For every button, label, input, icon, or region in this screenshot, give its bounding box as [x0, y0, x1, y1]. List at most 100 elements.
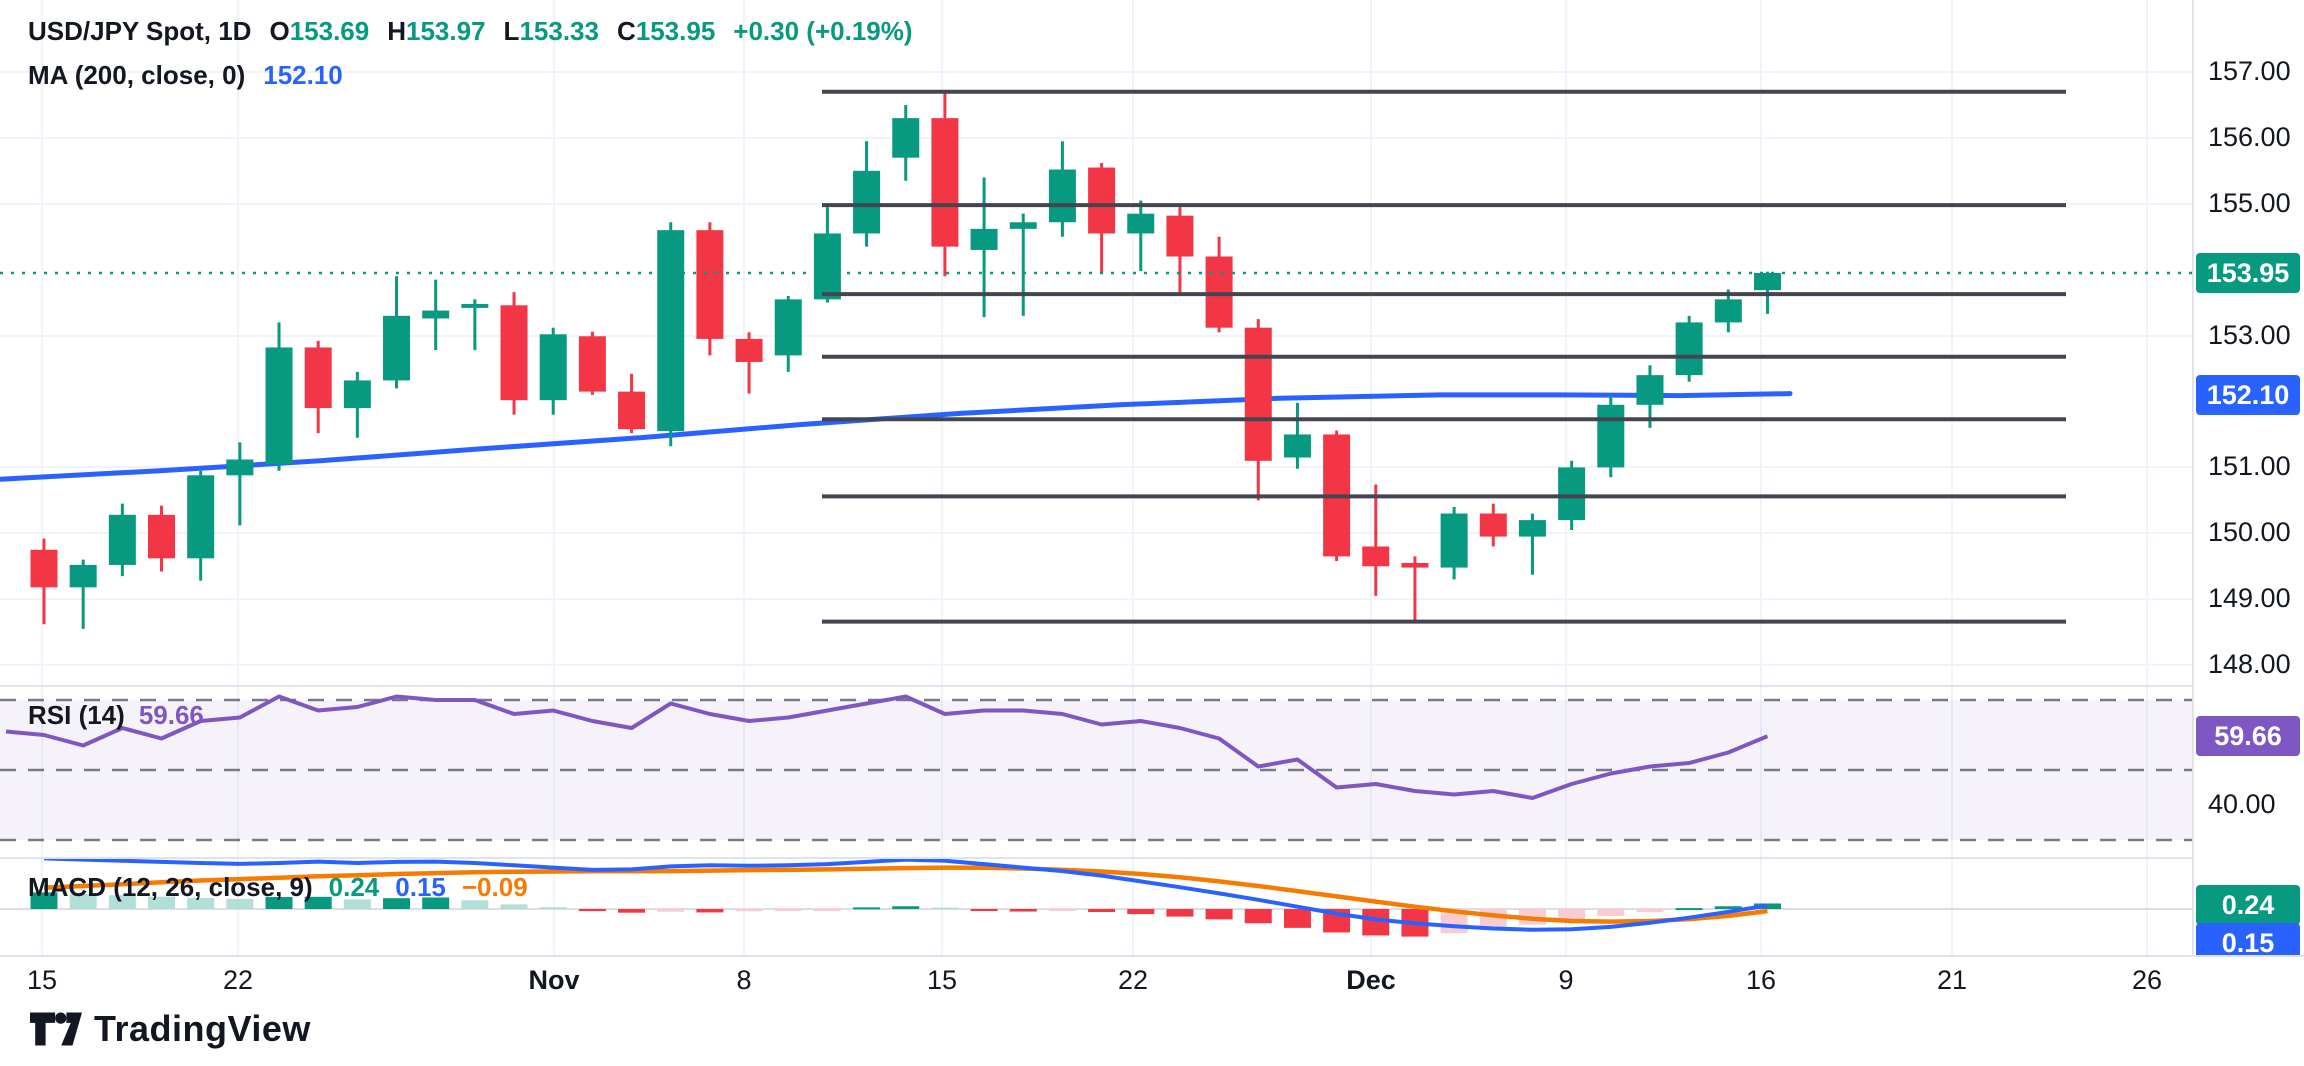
candle-body [500, 305, 528, 401]
candle-body [696, 230, 724, 339]
macd-legend-title: MACD (12, 26, close, 9) [28, 872, 313, 902]
candle-body [1401, 562, 1429, 568]
time-axis-label: 8 [736, 965, 752, 995]
macd-histogram-bar [500, 904, 528, 909]
macd-histogram-bar [853, 907, 881, 910]
rsi-line [5, 694, 1769, 800]
rsi-axis-label: 40.00 [2208, 789, 2276, 819]
macd-line [43, 858, 1768, 932]
macd-histogram-bar [1244, 909, 1272, 924]
macd-histogram-bar [383, 898, 411, 909]
macd-histogram-bar [539, 907, 567, 910]
close-value: C153.95 [616, 16, 716, 46]
candle-body [735, 338, 763, 362]
price-axis-label: 156.00 [2208, 122, 2291, 152]
price-axis-label: 155.00 [2208, 188, 2291, 218]
low-value: L153.33 [503, 16, 599, 46]
macd-histogram-bar [892, 906, 920, 909]
pane-separator-macd[interactable] [0, 857, 2304, 859]
macd-histogram-bar [265, 897, 293, 909]
macd-histogram-bar [108, 895, 136, 909]
ma-legend: MA (200, close, 0) 152.10 [28, 60, 343, 91]
candle-body [69, 564, 97, 588]
macd-histogram-bar [813, 909, 841, 911]
ma-legend-value: 152.10 [263, 60, 343, 90]
candle-body [1283, 434, 1311, 458]
time-axis-label: 21 [1936, 965, 1968, 995]
high-value: H153.97 [387, 16, 486, 46]
macd-histogram-bar [226, 898, 254, 909]
tradingview-logo-text: TradingView [94, 1008, 311, 1049]
price-pane-chart[interactable] [0, 0, 2192, 686]
candle-body [578, 336, 606, 392]
tradingview-logo-icon [30, 1012, 82, 1046]
candle-body [1166, 215, 1194, 257]
macd-histogram-bar [30, 892, 58, 909]
candle-body [1597, 404, 1625, 468]
rsi-legend-value: 59.66 [138, 700, 204, 730]
macd-histogram-bar [1127, 909, 1155, 915]
macd-histogram-bar [1675, 908, 1703, 911]
change-value: +0.30 (+0.19%) [733, 16, 913, 46]
price-pane-grid [0, 0, 2192, 686]
ma-legend-title: MA (200, close, 0) [28, 60, 246, 90]
time-axis-label: Dec [1346, 965, 1396, 995]
price-axis-label: 148.00 [2208, 649, 2291, 679]
candle-body [304, 347, 332, 409]
candle-body [108, 514, 136, 565]
macd-histogram-bar [1009, 909, 1037, 912]
time-axis-label: 22 [222, 965, 254, 995]
candle-body [1714, 299, 1742, 323]
price-axis-label: 151.00 [2208, 451, 2291, 481]
open-value: O153.69 [269, 16, 370, 46]
candle-body [1244, 327, 1272, 461]
macd-hist-value: 0.24 [328, 872, 380, 902]
candle-body [226, 459, 254, 476]
candle-body [657, 230, 685, 432]
price-axis-label: 157.00 [2208, 56, 2291, 86]
candle-body [853, 170, 881, 234]
candle-body [970, 228, 998, 250]
macd-histogram-bar [422, 897, 450, 909]
candle-body [1088, 167, 1116, 234]
time-scale[interactable]: 15 22 Nov 8 15 22 Dec 9 16 21 26 [0, 955, 2304, 1002]
last-price-badge: 153.95 [2196, 253, 2300, 293]
candle-body [1518, 520, 1546, 537]
macd-histogram-bar [578, 909, 606, 912]
symbol-legend: USD/JPY Spot, 1D O153.69 H153.97 L153.33… [28, 16, 913, 47]
candle-body [148, 514, 176, 559]
candle-body [1753, 272, 1781, 291]
macd-histogram-bar [1166, 909, 1194, 917]
macd-histogram-bar [1088, 909, 1116, 912]
macd-legend: MACD (12, 26, close, 9) 0.24 0.15 −0.09 [28, 872, 528, 903]
candle-body [1009, 222, 1037, 229]
macd-histogram-bar [1636, 909, 1664, 913]
candle-body [383, 315, 411, 381]
footer: TradingView [0, 1000, 2304, 1066]
candle-body [1636, 375, 1664, 405]
macd-histogram-bar [1714, 906, 1742, 909]
macd-histogram-bar [1205, 909, 1233, 920]
candle-body [1558, 467, 1586, 521]
macd-histogram-bar [931, 907, 959, 910]
candle-body [422, 310, 450, 319]
price-axis-label: 150.00 [2208, 517, 2291, 547]
candle-body [1362, 546, 1390, 567]
macd-histogram-bar [735, 909, 763, 912]
price-scale[interactable]: 157.00 156.00 155.00 153.00 151.00 150.00 149.… [2192, 0, 2304, 1000]
symbol-title: USD/JPY Spot, 1D [28, 16, 252, 46]
tradingview-logo[interactable]: TradingView [30, 1008, 311, 1050]
pane-separator-rsi[interactable] [0, 685, 2304, 687]
macd-pane-chart[interactable] [0, 858, 2192, 955]
macd-histogram-bar [1283, 909, 1311, 928]
candle-body [774, 299, 802, 356]
rsi-pane-chart[interactable] [0, 686, 2192, 858]
ma-value-badge: 152.10 [2196, 375, 2300, 415]
candle-body [187, 475, 215, 559]
macd-hist-badge: 0.24 [2196, 885, 2300, 925]
candle-body [813, 233, 841, 300]
price-axis-label: 149.00 [2208, 583, 2291, 613]
time-axis-label: 15 [26, 965, 58, 995]
time-axis-label: 9 [1558, 965, 1574, 995]
